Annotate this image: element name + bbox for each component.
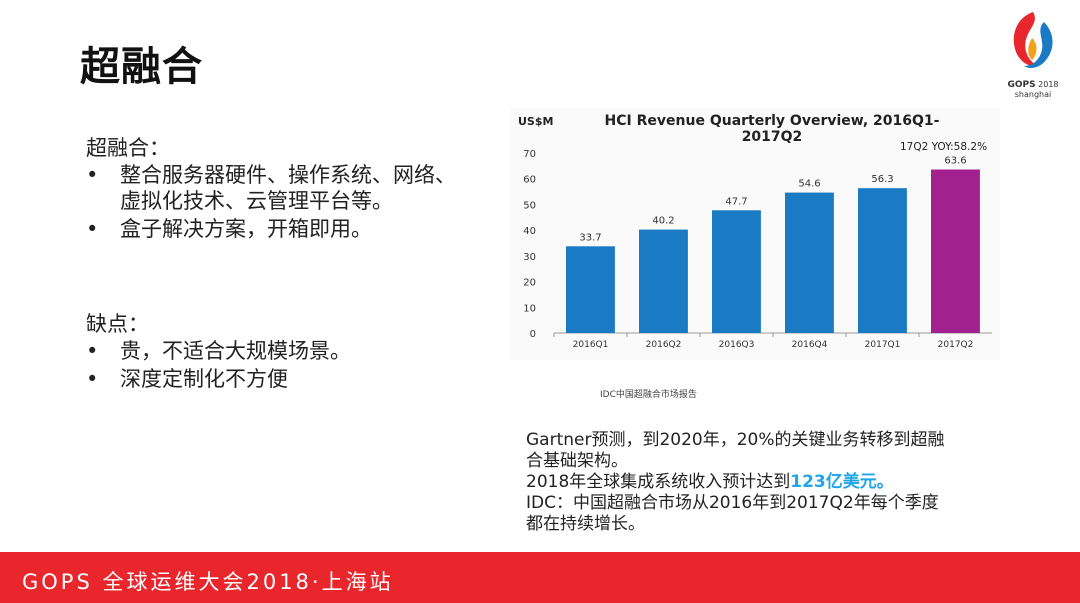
gops-flame-icon bbox=[1013, 12, 1053, 68]
hci-revenue-chart: HCI Revenue Quarterly Overview, 2016Q1- 2… bbox=[510, 108, 1000, 360]
pros-item-text: 整合服务器硬件、操作系统、网络、虚拟化技术、云管理平台等。 bbox=[120, 163, 456, 213]
note-revenue-highlight: 123亿美元。 bbox=[790, 472, 894, 492]
cons-heading: 缺点： bbox=[86, 312, 149, 336]
x-tick-label: 2016Q1 bbox=[573, 340, 609, 350]
bar-value-label: 40.2 bbox=[652, 216, 674, 227]
bar-2017Q1 bbox=[858, 188, 907, 333]
slide-title: 超融合 bbox=[80, 44, 203, 90]
y-tick-label: 60 bbox=[523, 175, 536, 186]
logo-name: GOPS bbox=[1007, 80, 1036, 90]
bar-value-label: 54.6 bbox=[798, 179, 820, 190]
notes-block: Gartner预测，到2020年，20%的关键业务转移到超融合基础架构。 201… bbox=[526, 430, 946, 535]
bar-2016Q2 bbox=[639, 229, 688, 333]
y-tick-label: 50 bbox=[523, 200, 536, 211]
note-gartner: Gartner预测，到2020年，20%的关键业务转移到超融合基础架构。 bbox=[526, 430, 945, 471]
chart-title-line1: HCI Revenue Quarterly Overview, 2016Q1- bbox=[605, 113, 940, 129]
cons-list: • 贵，不适合大规模场景。 • 深度定制化不方便 bbox=[86, 338, 466, 394]
y-tick-label: 20 bbox=[523, 278, 536, 289]
x-tick-label: 2017Q2 bbox=[938, 340, 974, 350]
bar-2017Q2 bbox=[931, 169, 980, 333]
pros-item-text: 盒子解决方案，开箱即用。 bbox=[120, 217, 372, 241]
x-tick-label: 2016Q4 bbox=[792, 340, 828, 350]
y-tick-label: 30 bbox=[523, 252, 536, 263]
cons-item-text: 贵，不适合大规模场景。 bbox=[120, 339, 351, 363]
note-idc: IDC：中国超融合市场从2016年到2017Q2年每个季度都在持续增长。 bbox=[526, 493, 939, 534]
bar-value-label: 33.7 bbox=[579, 232, 601, 243]
bar-value-label: 47.7 bbox=[725, 196, 747, 207]
logo-year: 2018 bbox=[1038, 80, 1059, 89]
y-tick-label: 10 bbox=[523, 303, 536, 314]
footer-text: GOPS 全球运维大会2018·上海站 bbox=[22, 570, 394, 594]
note-revenue: 2018年全球集成系统收入预计达到123亿美元。 bbox=[526, 472, 946, 493]
chart-source: IDC中国超融合市场报告 bbox=[600, 390, 697, 400]
bar-2016Q1 bbox=[566, 246, 615, 333]
note-revenue-text: 2018年全球集成系统收入预计达到 bbox=[526, 472, 791, 492]
pros-list: • 整合服务器硬件、操作系统、网络、虚拟化技术、云管理平台等。 • 盒子解决方案，开… bbox=[86, 162, 466, 244]
cons-item: • 深度定制化不方便 bbox=[86, 367, 288, 391]
pros-item: • 整合服务器硬件、操作系统、网络、虚拟化技术、云管理平台等。 bbox=[86, 163, 456, 213]
chart-ylabel: US$M bbox=[518, 115, 553, 128]
logo-city: shanghai bbox=[1014, 90, 1052, 99]
bar-2016Q3 bbox=[712, 210, 761, 333]
footer-bar: GOPS 全球运维大会2018·上海站 bbox=[0, 552, 1080, 603]
pros-heading: 超融合： bbox=[86, 136, 170, 160]
bar-chart-svg: HCI Revenue Quarterly Overview, 2016Q1-2… bbox=[518, 113, 992, 350]
y-tick-label: 70 bbox=[523, 149, 536, 160]
bar-value-label: 56.3 bbox=[871, 174, 893, 185]
y-tick-label: 0 bbox=[530, 329, 536, 340]
x-tick-label: 2016Q2 bbox=[646, 340, 682, 350]
chart-title-line2: 2017Q2 bbox=[742, 129, 803, 145]
x-tick-label: 2016Q3 bbox=[719, 340, 755, 350]
x-tick-label: 2017Q1 bbox=[865, 340, 901, 350]
gops-logo: GOPS 2018 shanghai bbox=[996, 8, 1070, 104]
logo-caption: GOPS 2018 shanghai bbox=[996, 80, 1070, 100]
bar-value-label: 63.6 bbox=[944, 155, 966, 166]
y-tick-label: 40 bbox=[523, 226, 536, 237]
cons-item: • 贵，不适合大规模场景。 bbox=[86, 339, 351, 363]
pros-item: • 盒子解决方案，开箱即用。 bbox=[86, 217, 372, 241]
chart-annotation: 17Q2 YOY:58.2% bbox=[900, 141, 987, 153]
cons-item-text: 深度定制化不方便 bbox=[120, 367, 288, 391]
bar-2016Q4 bbox=[785, 192, 834, 333]
